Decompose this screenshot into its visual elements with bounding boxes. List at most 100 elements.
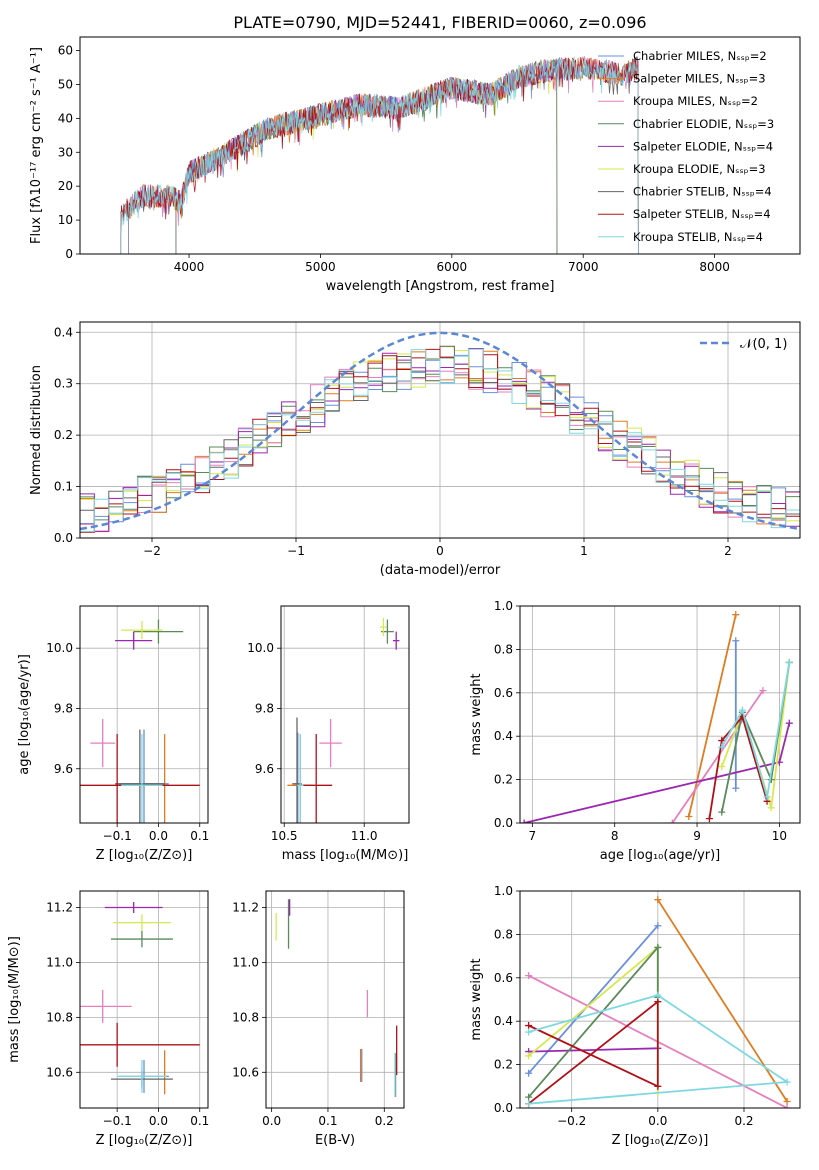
- legend-entry: Salpeter ELODIE, Nₛₛₚ=4: [633, 139, 773, 153]
- legend-entry: Salpeter STELIB, Nₛₛₚ=4: [633, 207, 771, 221]
- y-tick-label: 0.4: [54, 325, 73, 339]
- error-bars: [80, 619, 200, 823]
- legend-entry: Chabrier MILES, Nₛₛₚ=2: [633, 49, 767, 63]
- x-tick-label: 0.0: [149, 1114, 168, 1128]
- weight-marker: [732, 611, 740, 619]
- error-bars: [80, 901, 200, 1095]
- x-tick-label: 0.1: [318, 1114, 337, 1128]
- weight-line: [721, 662, 791, 798]
- x-tick-label: 5000: [305, 260, 336, 274]
- panel-age-vs-Z: −0.1 0.0 0.1 9.6 9.8 10.0 Z [log₁₀(Z/Z⊙)] age […: [17, 605, 209, 863]
- axes-frame: [519, 890, 801, 1109]
- weight-line: [687, 614, 737, 817]
- axes-frame: [280, 605, 410, 824]
- y-tick-label: 9.6: [255, 762, 274, 776]
- spectrum-line: [120, 56, 639, 254]
- y-tick-label: 10.0: [46, 641, 73, 655]
- x-tick-label: −0.2: [557, 1114, 586, 1128]
- y-tick-label: 1.0: [494, 884, 513, 898]
- x-tick-label: 0.0: [149, 829, 168, 843]
- y-axis-label: Normed distribution: [29, 365, 44, 495]
- x-tick-label: 0.2: [375, 1114, 394, 1128]
- spectrum-line: [128, 56, 639, 254]
- y-tick-label: 60: [58, 44, 73, 58]
- x-tick-label: −0.1: [103, 1114, 132, 1128]
- weight-lines: [520, 611, 793, 823]
- histogram-series: [80, 348, 800, 532]
- weight-marker: [759, 687, 767, 695]
- weight-marker: [654, 1082, 662, 1090]
- weight-marker: [783, 1097, 791, 1105]
- y-tick-label: 0.8: [494, 642, 513, 656]
- legend-entry: Chabrier STELIB, Nₛₛₚ=4: [633, 185, 772, 199]
- weight-marker: [525, 1052, 533, 1060]
- panel-massweight-vs-age: 7 8 9 10 0.0 0.2 0.4 0.6 0.8 1.0 age [log₁₀(age/yr…: [469, 599, 801, 863]
- y-tick-label: 9.8: [54, 701, 73, 715]
- axes-frame: [79, 36, 801, 255]
- y-tick-label: 0.0: [54, 531, 73, 545]
- panel-massweight-vs-Z: −0.2 0.0 0.2 0.0 0.2 0.4 0.6 0.8 1.0 Z [log₁₀(Z/Z…: [469, 884, 801, 1148]
- weight-line: [657, 899, 788, 1102]
- panel-residuals: −2 −1 0 1 2 0.0 0.1 0.2 0.3 0.4 (data-model)/error…: [29, 321, 801, 578]
- weight-marker: [718, 808, 726, 816]
- weight-marker: [785, 658, 793, 666]
- x-tick-label: 7000: [568, 260, 599, 274]
- y-tick-label: 40: [58, 111, 73, 125]
- x-tick-label: 8: [611, 829, 619, 843]
- y-tick-label: 0.2: [54, 428, 73, 442]
- y-tick-label: 10.6: [46, 1065, 73, 1079]
- axes-frame: [79, 890, 209, 1109]
- y-tick-label: 0.8: [494, 927, 513, 941]
- histogram-series: [80, 348, 800, 533]
- panel-spectrum: PLATE=0790, MJD=52441, FIBERID=0060, z=0…: [29, 13, 801, 294]
- weight-marker: [783, 1078, 791, 1086]
- weight-marker: [654, 998, 662, 1006]
- x-tick-label: 6000: [437, 260, 468, 274]
- weight-marker: [738, 706, 746, 714]
- axes-frame: [79, 321, 801, 539]
- legend-entry: Salpeter MILES, Nₛₛₚ=3: [633, 72, 766, 86]
- weight-marker: [763, 793, 771, 801]
- y-axis-label: mass weight: [469, 673, 484, 755]
- weight-marker: [783, 1104, 791, 1108]
- x-tick-label: 0.2: [734, 1114, 753, 1128]
- y-tick-label: 0.4: [494, 729, 513, 743]
- weight-line: [671, 690, 764, 823]
- x-tick-label: 8000: [699, 260, 730, 274]
- weight-marker: [520, 819, 528, 823]
- y-tick-label: 1.0: [494, 599, 513, 613]
- legend-entry: Kroupa ELODIE, Nₛₛₚ=3: [633, 162, 766, 176]
- weight-marker: [705, 815, 713, 823]
- x-tick-label: −1: [287, 544, 305, 558]
- x-tick-label: 0.1: [190, 829, 209, 843]
- weight-marker: [525, 1100, 533, 1108]
- y-tick-label: 10: [58, 213, 73, 227]
- y-tick-label: 0.6: [494, 686, 513, 700]
- y-tick-label: 11.0: [46, 955, 73, 969]
- y-tick-label: 0.4: [494, 1014, 513, 1028]
- weight-marker: [767, 804, 775, 812]
- x-tick-label: 10.5: [271, 829, 298, 843]
- legend-entry: Kroupa MILES, Nₛₛₚ=2: [633, 94, 758, 108]
- chart-title: PLATE=0790, MJD=52441, FIBERID=0060, z=0…: [233, 13, 646, 32]
- panel-mass-vs-Z: −0.1 0.0 0.1 10.6 10.8 11.0 11.2 Z [log₁₀(Z/Z⊙)…: [7, 890, 209, 1148]
- y-tick-label: 11.2: [46, 900, 73, 914]
- weight-marker: [685, 812, 693, 820]
- y-tick-label: 0.0: [494, 1101, 513, 1115]
- weight-marker: [732, 637, 740, 645]
- y-axis-label: age [log₁₀(age/yr)]: [17, 654, 32, 775]
- weight-marker: [668, 819, 676, 823]
- weight-marker: [525, 1069, 533, 1077]
- y-axis-label: mass weight: [469, 958, 484, 1040]
- spectrum-line: [120, 57, 639, 254]
- weight-marker: [525, 1093, 533, 1101]
- axes-frame: [519, 605, 801, 824]
- panel-mass-vs-EBV: 0.0 0.1 0.2 10.6 10.8 11.0 11.2 E(B-V): [232, 890, 405, 1148]
- x-tick-label: 10: [772, 829, 787, 843]
- x-axis-label: wavelength [Angstrom, rest frame]: [326, 279, 555, 294]
- y-tick-label: 9.6: [54, 762, 73, 776]
- weight-marker: [525, 1028, 533, 1036]
- x-tick-label: 0.1: [190, 1114, 209, 1128]
- weight-marker: [718, 763, 726, 771]
